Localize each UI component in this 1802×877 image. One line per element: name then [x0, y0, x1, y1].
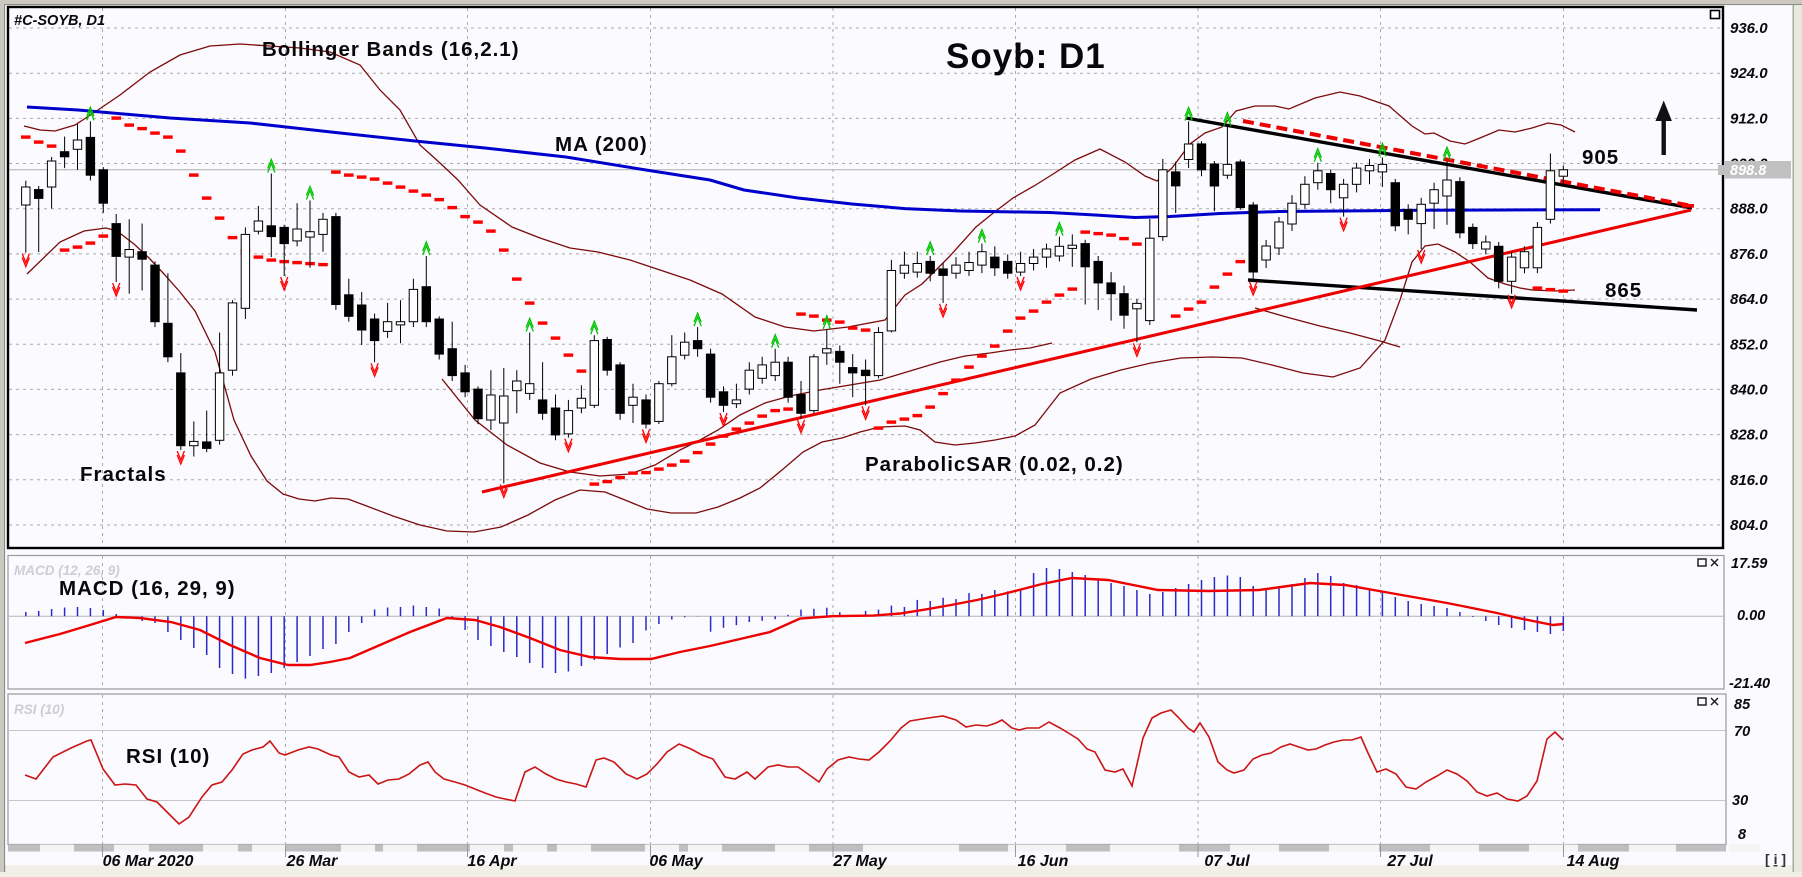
- svg-text:MACD (16, 29, 9): MACD (16, 29, 9): [59, 577, 236, 600]
- svg-text:-21.40: -21.40: [1729, 676, 1770, 692]
- svg-text:888.0: 888.0: [1730, 201, 1768, 218]
- svg-text:06 May: 06 May: [649, 853, 703, 870]
- svg-text:27 Jul: 27 Jul: [1386, 853, 1433, 870]
- svg-text:16 Jun: 16 Jun: [1018, 853, 1069, 870]
- svg-text:Soyb: D1: Soyb: D1: [946, 37, 1106, 76]
- svg-text:864.0: 864.0: [1730, 291, 1768, 308]
- svg-text:70: 70: [1734, 724, 1750, 740]
- svg-text:17.59: 17.59: [1731, 556, 1767, 572]
- svg-text:MACD (12, 26, 9): MACD (12, 26, 9): [14, 563, 120, 578]
- svg-text:26 Mar: 26 Mar: [286, 853, 338, 870]
- svg-text:RSI (10): RSI (10): [14, 702, 65, 717]
- svg-text:Bollinger Bands (16,2.1): Bollinger Bands (16,2.1): [262, 38, 520, 61]
- svg-text:898.8: 898.8: [1730, 163, 1767, 179]
- svg-text:#C-SOYB, D1: #C-SOYB, D1: [14, 13, 105, 29]
- svg-text:905: 905: [1582, 146, 1619, 169]
- svg-text:8: 8: [1738, 827, 1747, 843]
- svg-text:816.0: 816.0: [1730, 472, 1768, 489]
- svg-text:876.0: 876.0: [1730, 246, 1768, 263]
- svg-text:30: 30: [1732, 793, 1748, 809]
- svg-text:16 Apr: 16 Apr: [467, 853, 517, 870]
- svg-text:828.0: 828.0: [1730, 427, 1768, 444]
- svg-text:MA (200): MA (200): [555, 133, 648, 156]
- svg-text:ParabolicSAR (0.02, 0.2): ParabolicSAR (0.02, 0.2): [865, 453, 1124, 476]
- svg-text:936.0: 936.0: [1730, 20, 1768, 37]
- svg-text:06 Mar 2020: 06 Mar 2020: [103, 853, 194, 870]
- svg-text:07 Jul: 07 Jul: [1204, 853, 1250, 870]
- svg-text:804.0: 804.0: [1730, 517, 1768, 534]
- svg-text:14 Aug: 14 Aug: [1567, 853, 1620, 870]
- svg-text:924.0: 924.0: [1730, 65, 1768, 82]
- svg-text:85: 85: [1734, 697, 1751, 713]
- svg-text:27 May: 27 May: [832, 853, 887, 870]
- svg-text:852.0: 852.0: [1730, 336, 1768, 353]
- svg-text:0.00: 0.00: [1737, 608, 1765, 624]
- svg-text:[ i ]: [ i ]: [1765, 851, 1786, 867]
- svg-text:Fractals: Fractals: [80, 463, 167, 486]
- svg-text:840.0: 840.0: [1730, 381, 1768, 398]
- svg-text:865: 865: [1605, 279, 1642, 302]
- svg-text:RSI (10): RSI (10): [126, 745, 210, 768]
- svg-text:912.0: 912.0: [1730, 110, 1768, 127]
